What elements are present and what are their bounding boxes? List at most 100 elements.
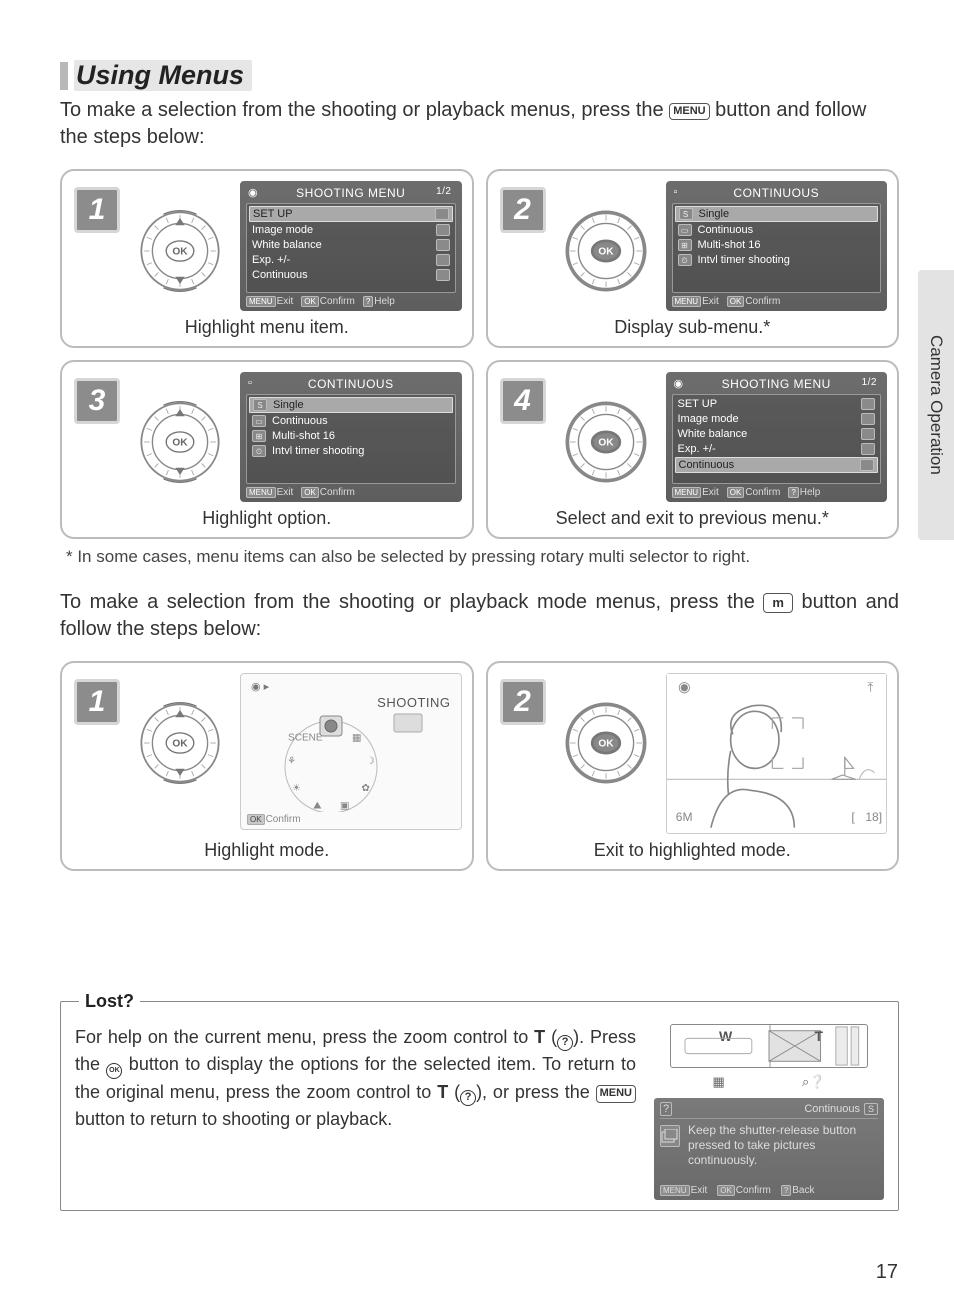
lcd-title: ▫ CONTINUOUS [246, 376, 456, 394]
row-label: Continuous [252, 269, 430, 281]
m-button-badge: m [763, 593, 793, 613]
lcd-title-icon: ◉ [248, 186, 258, 199]
menu-row: S Single [249, 397, 453, 413]
row-end-icon [861, 398, 875, 410]
lcd-screen: ◉ SHOOTING MENU 1/2 SET UP Image mode Wh… [666, 372, 888, 502]
help-icon: ? [460, 1090, 476, 1106]
help-icon: ? [557, 1035, 573, 1051]
row-label: SET UP [678, 398, 856, 410]
row-label: Exp. +/- [678, 443, 856, 455]
menu-button-badge: MENU [669, 103, 709, 120]
rotary-selector-icon: OK [560, 697, 652, 789]
row-icon: S [679, 208, 693, 220]
row-icon: S [253, 399, 267, 411]
menu-row: Image mode [675, 412, 879, 426]
lcd-foot-item: MENUExit [672, 296, 719, 307]
svg-text:▦: ▦ [352, 732, 361, 743]
row-label: Continuous [272, 415, 450, 427]
lost-figure: W T ▦ ⌕❔ ? Continuous [654, 1024, 884, 1200]
svg-text:OK: OK [172, 739, 188, 750]
row-end-icon [860, 459, 874, 471]
lcd-list: S Single ▭ Continuous ⊞ Multi-shot 16 ⏲ … [246, 394, 456, 484]
svg-text:OK: OK [598, 739, 614, 750]
svg-text:⛰: ⛰ [313, 801, 322, 812]
lcd-foot-item: ?Help [788, 487, 820, 498]
menu-row: ⏲ Intvl timer shooting [675, 253, 879, 267]
lcd-screen: ▫ CONTINUOUS S Single ▭ Continuous ⊞ Mul… [240, 372, 462, 502]
row-label: Single [699, 208, 875, 220]
lcd-title: ▫ CONTINUOUS [672, 185, 882, 203]
row-label: Single [273, 399, 449, 411]
step-panel: 1 OK ◉ ▸ SHOOTING ◉▦☽✿▣⛰☀⚘SCENE OKConfir… [60, 661, 474, 871]
section-heading: Using Menus [60, 60, 899, 91]
zoom-sub-icons: ▦ ⌕❔ [674, 1074, 864, 1090]
heading-text: Using Menus [74, 60, 252, 91]
step-number: 2 [500, 679, 546, 725]
svg-text:6M: 6M [675, 810, 692, 824]
rotary-selector: OK [132, 396, 228, 488]
mode-wheel: ◉▦☽✿▣⛰☀⚘SCENE [247, 712, 455, 812]
intro-text-before: To make a selection from the shooting or… [60, 99, 669, 121]
steps-grid-b: 1 OK ◉ ▸ SHOOTING ◉▦☽✿▣⛰☀⚘SCENE OKConfir… [60, 661, 899, 871]
menu-row: SET UP [249, 206, 453, 222]
zoom-t-label: T [814, 1028, 823, 1044]
menu-row: ⏲ Intvl timer shooting [249, 444, 453, 458]
lost-legend: Lost? [79, 991, 140, 1012]
side-tab: Camera Operation [918, 270, 954, 540]
menu-row: ⊞ Multi-shot 16 [249, 429, 453, 443]
row-label: White balance [252, 239, 430, 251]
lcd-foot-item: ?Help [363, 296, 395, 307]
row-end-icon [436, 254, 450, 266]
svg-text:18]: 18] [865, 810, 882, 824]
lcd-screen: ▫ CONTINUOUS S Single ▭ Continuous ⊞ Mul… [666, 181, 888, 311]
lcd-foot-item: MENUExit [246, 487, 293, 498]
svg-text:☽: ☽ [366, 756, 375, 767]
row-end-icon [861, 413, 875, 425]
step-caption: Display sub-menu.* [498, 317, 888, 338]
zoom-help-icon: ⌕❔ [802, 1074, 825, 1090]
lcd-list: SET UP Image mode White balance Exp. +/-… [672, 394, 882, 484]
step-caption: Exit to highlighted mode. [498, 840, 888, 861]
rotary-selector-icon: OK [134, 396, 226, 488]
menu-button-badge: MENU [596, 1085, 636, 1103]
lcd-foot-item: OKConfirm [727, 296, 781, 307]
step-number: 1 [74, 187, 120, 233]
row-label: Exp. +/- [252, 254, 430, 266]
step-caption: Highlight option. [72, 508, 462, 529]
rotary-selector-icon: OK [134, 205, 226, 297]
row-label: White balance [678, 428, 856, 440]
lcd-title-icon: ▫ [674, 186, 678, 198]
lcd-footer: MENUExit OKConfirm [672, 293, 882, 307]
svg-text:⚘: ⚘ [287, 756, 296, 767]
help-foot-item: ?Back [781, 1185, 815, 1196]
row-label: SET UP [253, 208, 429, 220]
help-screen-mode-icon: S [864, 1103, 878, 1115]
svg-text:◉: ◉ [677, 680, 689, 696]
lcd-footer: MENUExitOKConfirm [246, 484, 456, 498]
row-icon: ⏲ [252, 445, 266, 457]
lost-text: For help on the current menu, press the … [75, 1024, 636, 1200]
menu-row: Image mode [249, 223, 453, 237]
svg-text:OK: OK [172, 247, 188, 258]
row-end-icon [861, 428, 875, 440]
row-icon: ⊞ [678, 239, 692, 251]
menu-row: S Single [675, 206, 879, 222]
menu-row: SET UP [675, 397, 879, 411]
step-panel: 1 OK ◉ SHOOTING MENU 1/2 SET UP Image mo… [60, 169, 474, 348]
menu-row: ▭ Continuous [675, 223, 879, 237]
zoom-control-diagram: W T [670, 1024, 868, 1068]
footnote-a: * In some cases, menu items can also be … [66, 547, 899, 567]
row-end-icon [436, 239, 450, 251]
help-screen-q-icon: ? [660, 1102, 672, 1116]
step-panel: 3 OK ▫ CONTINUOUS S Single ▭ Continuous [60, 360, 474, 539]
svg-text:⤒: ⤒ [867, 680, 873, 695]
lcd-footer: MENUExitOKConfirm?Help [246, 293, 456, 307]
step-caption: Select and exit to previous menu.* [498, 508, 888, 529]
thumbnail-icon: ▦ [713, 1074, 725, 1090]
help-screen-footer: MENUExitOKConfirm?Back [660, 1181, 878, 1196]
row-end-icon [861, 443, 875, 455]
svg-text:✿: ✿ [361, 783, 369, 794]
rotary-selector: OK [132, 205, 228, 297]
row-label: Intvl timer shooting [698, 254, 876, 266]
lcd-footer: MENUExitOKConfirm?Help [672, 484, 882, 498]
